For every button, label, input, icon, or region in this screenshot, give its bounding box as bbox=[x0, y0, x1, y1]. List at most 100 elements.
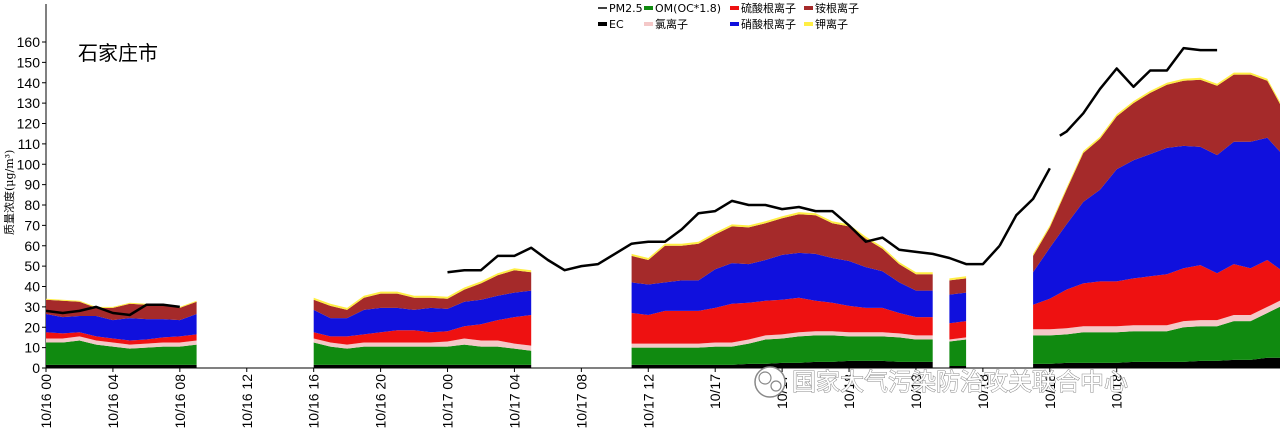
area-氯离子-seg0 bbox=[46, 336, 197, 349]
area-氯离子-seg4 bbox=[1033, 300, 1280, 336]
area-硫酸根离子-seg2 bbox=[631, 297, 933, 344]
area-硝酸根离子-seg1 bbox=[313, 290, 532, 337]
x-tick-label: 10/16 16 bbox=[306, 374, 322, 429]
legend-item: EC bbox=[598, 18, 624, 31]
pm25-line-seg2 bbox=[998, 167, 1051, 247]
area-OM(OC*1.8)-seg3 bbox=[949, 339, 967, 366]
y-tick-label: 150 bbox=[17, 54, 41, 70]
area-EC-seg4 bbox=[1033, 357, 1280, 368]
area-钾离子-seg2 bbox=[631, 212, 933, 275]
y-tick-label: 110 bbox=[18, 136, 41, 152]
area-OM(OC*1.8)-seg0 bbox=[46, 340, 197, 365]
y-tick-label: 60 bbox=[24, 238, 40, 254]
legend-label: 铵根离子 bbox=[815, 1, 859, 15]
legend-item: OM(OC*1.8) bbox=[644, 2, 721, 15]
x-tick-label: 10/17 12 bbox=[640, 374, 656, 429]
area-硝酸根离子-seg4 bbox=[1033, 137, 1280, 305]
watermark: 国家大气污染防治攻关联合中心 bbox=[754, 366, 1129, 398]
x-tick-label: 10/16 08 bbox=[172, 374, 188, 429]
legend-label: 硝酸根离子 bbox=[741, 17, 796, 31]
area-EC-seg0 bbox=[46, 364, 197, 368]
area-OM(OC*1.8)-seg4 bbox=[1033, 306, 1280, 364]
x-tick-label: 10/18 bbox=[908, 374, 924, 409]
area-钾离子-seg3 bbox=[949, 276, 967, 281]
legend-item: 硝酸根离子 bbox=[730, 17, 796, 31]
legend-swatch bbox=[644, 22, 653, 26]
legend: PM2.5 OM(OC*1.8) 硫酸根离子 铵根离子 EC 氯离子 硝酸根离子 钾离子 bbox=[598, 1, 859, 31]
x-tick-label: 10/18 bbox=[975, 374, 991, 409]
y-tick-label: 20 bbox=[24, 319, 40, 335]
area-铵根离子-seg3 bbox=[949, 278, 967, 295]
legend-label: 钾离子 bbox=[815, 17, 848, 31]
y-tick-label: 160 bbox=[17, 34, 41, 50]
y-tick-label: 10 bbox=[24, 340, 40, 356]
legend-label: PM2.5 bbox=[609, 2, 643, 15]
legend-swatch bbox=[644, 6, 653, 10]
legend-label: 氯离子 bbox=[655, 17, 688, 31]
area-氯离子-seg3 bbox=[949, 337, 967, 342]
area-EC-seg1 bbox=[313, 364, 532, 368]
x-tick-label: 10/17 04 bbox=[506, 374, 522, 429]
wechat-icon-bubble-small bbox=[770, 380, 782, 392]
pm25-line-seg3 bbox=[1059, 46, 1218, 137]
pm25-line-seg1 bbox=[447, 199, 1001, 274]
x-tick-label: 10/16 12 bbox=[239, 374, 255, 429]
y-tick-label: 130 bbox=[17, 95, 41, 111]
legend-item: 硫酸根离子 bbox=[730, 1, 796, 15]
stacked-area-layer bbox=[46, 72, 1280, 368]
y-tick-label: 30 bbox=[24, 299, 40, 315]
legend-item: 氯离子 bbox=[644, 17, 688, 31]
y-tick-label: 140 bbox=[17, 75, 41, 91]
y-tick-label: 50 bbox=[24, 258, 40, 274]
area-硝酸根离子-seg3 bbox=[949, 292, 967, 324]
x-tick-label: 10/16 20 bbox=[373, 374, 389, 429]
watermark-text: 国家大气污染防治攻关联合中心 bbox=[792, 368, 1128, 396]
legend-label: 硫酸根离子 bbox=[741, 1, 796, 15]
area-铵根离子-seg1 bbox=[313, 270, 532, 319]
legend-label: OM(OC*1.8) bbox=[655, 2, 721, 15]
legend-item: 铵根离子 bbox=[804, 1, 859, 15]
legend-label: EC bbox=[609, 18, 624, 31]
area-硫酸根离子-seg3 bbox=[949, 321, 967, 340]
area-OM(OC*1.8)-seg1 bbox=[313, 342, 532, 365]
legend-swatch bbox=[730, 22, 739, 26]
area-氯离子-seg2 bbox=[631, 331, 933, 348]
y-tick-label: 90 bbox=[24, 177, 40, 193]
y-axis: 0 10 20 30 40 50 60 70 80 90 100 110 120 130 140 150 160 bbox=[17, 4, 47, 376]
legend-swatch bbox=[598, 22, 607, 26]
x-tick-label: 10/16 04 bbox=[105, 374, 121, 429]
pm25-line-seg0 bbox=[45, 303, 180, 317]
area-硝酸根离子-seg0 bbox=[46, 314, 197, 341]
legend-item: PM2.5 bbox=[598, 2, 643, 15]
legend-swatch bbox=[804, 22, 813, 26]
x-tick-label: 10/16 00 bbox=[38, 374, 54, 429]
y-tick-label: 80 bbox=[24, 197, 40, 213]
x-tick-label: 10/18 bbox=[1109, 374, 1125, 409]
area-氯离子-seg1 bbox=[313, 338, 532, 351]
area-硝酸根离子-seg2 bbox=[631, 252, 933, 318]
area-EC-seg2 bbox=[631, 360, 933, 368]
area-钾离子-seg1 bbox=[313, 268, 532, 310]
area-铵根离子-seg4 bbox=[1033, 74, 1280, 273]
y-tick-label: 70 bbox=[24, 217, 40, 233]
legend-swatch bbox=[730, 6, 739, 10]
y-tick-label: 100 bbox=[17, 156, 41, 172]
wechat-icon-bubble bbox=[758, 371, 772, 385]
area-钾离子-seg0 bbox=[46, 298, 197, 308]
area-硫酸根离子-seg0 bbox=[46, 332, 197, 345]
y-axis-label: 质量浓度(μg/m³) bbox=[2, 150, 16, 235]
area-硫酸根离子-seg4 bbox=[1033, 260, 1280, 330]
y-tick-label: 40 bbox=[24, 279, 40, 295]
x-tick-label: 10/17 00 bbox=[440, 374, 456, 429]
area-OM(OC*1.8)-seg2 bbox=[631, 335, 933, 365]
legend-swatch bbox=[804, 6, 813, 10]
y-tick-label: 0 bbox=[32, 360, 40, 376]
area-硫酸根离子-seg1 bbox=[313, 315, 532, 346]
pm25-line-layer bbox=[45, 46, 1218, 317]
x-tick-label: 10/18 bbox=[841, 374, 857, 409]
y-tick-label: 120 bbox=[17, 116, 41, 132]
legend-item: 钾离子 bbox=[804, 17, 848, 31]
x-tick-label: 10/17 bbox=[707, 374, 723, 409]
chart-title: 石家庄市 bbox=[78, 41, 158, 65]
